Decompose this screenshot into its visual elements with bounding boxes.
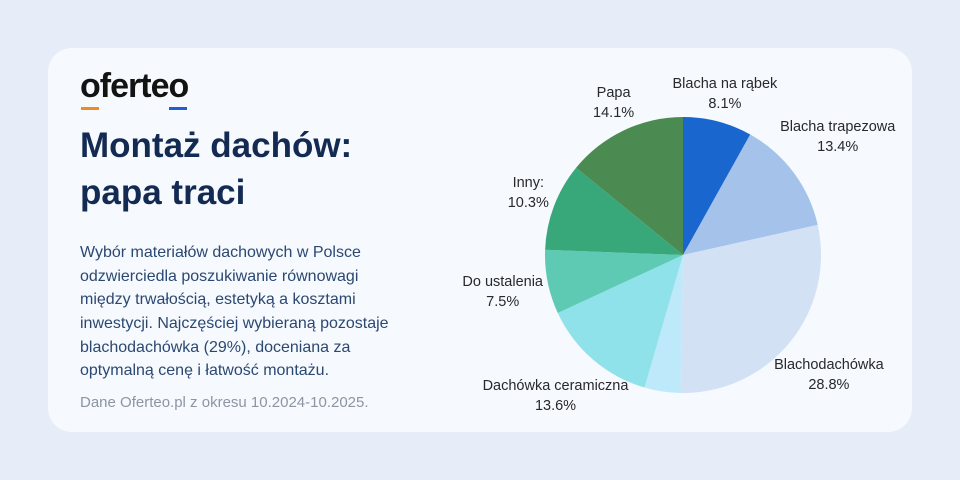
svg-text:Inny:10.3%: Inny: 10.3%	[508, 175, 549, 211]
